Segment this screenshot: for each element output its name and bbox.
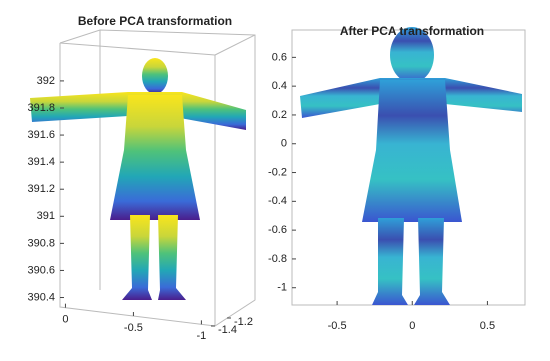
chart-title: Before PCA transformation bbox=[78, 14, 232, 28]
y-tick-label: -0.8 bbox=[268, 253, 287, 265]
x-tick-label: 0 bbox=[62, 314, 68, 326]
z-tick-label: -1.2 bbox=[234, 316, 253, 328]
y-tick-label: 392 bbox=[37, 75, 55, 87]
y-tick-label: 391.2 bbox=[27, 183, 55, 195]
x-tick-label: 0 bbox=[409, 320, 415, 332]
point-cloud-right bbox=[300, 27, 522, 305]
chart-title: After PCA transformation bbox=[340, 24, 484, 38]
point-cloud-left bbox=[30, 58, 246, 300]
y-tick-label: -0.4 bbox=[268, 195, 287, 207]
y-tick-label: -0.6 bbox=[268, 224, 287, 236]
y-tick-label: 0.2 bbox=[272, 109, 287, 121]
y-tick-label: 0 bbox=[281, 138, 287, 150]
axes-box-left bbox=[59, 29, 256, 327]
x-tick-label: -0.5 bbox=[328, 320, 347, 332]
y-tick-label: 391.6 bbox=[27, 129, 55, 141]
x-tick-label: -0.5 bbox=[124, 322, 143, 334]
x-tick-label: -1 bbox=[197, 330, 207, 342]
y-tick-label: 390.8 bbox=[27, 237, 55, 249]
y-tick-label: 0.4 bbox=[272, 80, 287, 92]
y-tick-label: -1 bbox=[277, 282, 287, 294]
y-tick-label: 391.4 bbox=[27, 156, 55, 168]
y-tick-label: -0.2 bbox=[268, 166, 287, 178]
y-tick-label: 391 bbox=[37, 210, 55, 222]
y-tick-label: 390.4 bbox=[27, 291, 55, 303]
y-tick-label: 391.8 bbox=[27, 102, 55, 114]
y-tick-label: 0.6 bbox=[272, 51, 287, 63]
x-tick-label: 0.5 bbox=[480, 320, 495, 332]
z-tick-label: -1.4 bbox=[218, 324, 237, 336]
y-tick-label: 390.6 bbox=[27, 264, 55, 276]
